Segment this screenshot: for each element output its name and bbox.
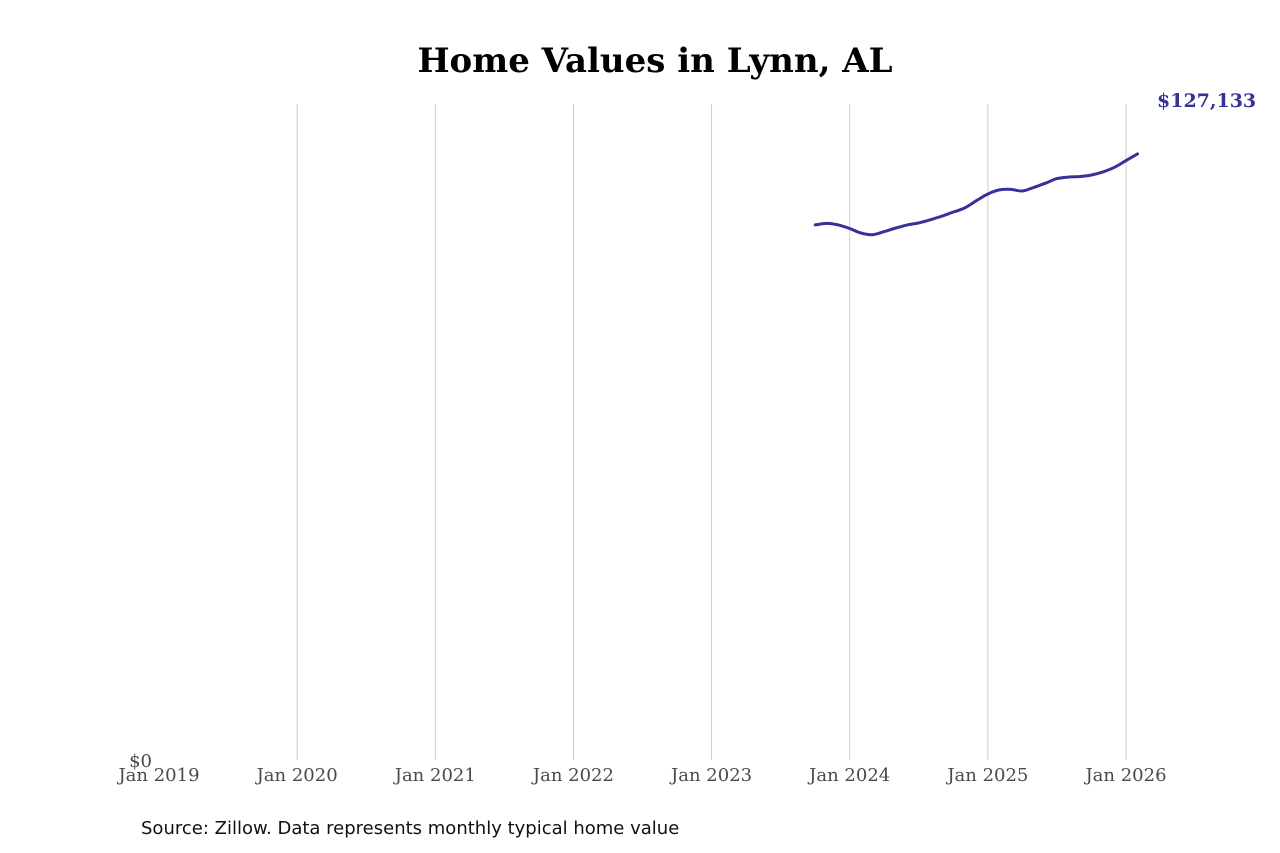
series-group <box>813 152 1139 237</box>
x-tick-label: Jan 2026 <box>1083 765 1166 786</box>
x-tick-label: Jan 2019 <box>116 765 199 786</box>
x-tick-label: Jan 2020 <box>255 765 338 786</box>
x-tick-label: Jan 2024 <box>807 765 890 786</box>
gridlines <box>296 104 1127 760</box>
y-tick-label: $0 <box>129 751 152 772</box>
x-axis-ticks: Jan 2019 Jan 2020 Jan 2021 Jan 2022 Jan 2023… <box>116 765 1166 786</box>
chart-title: Home Values in Lynn, AL <box>417 41 892 81</box>
series-line <box>813 152 1139 237</box>
end-value-label: $127,133 <box>1157 90 1256 112</box>
source-note: Source: Zillow. Data represents monthly … <box>141 818 679 839</box>
x-tick-label: Jan 2025 <box>945 765 1028 786</box>
x-tick-label: Jan 2022 <box>531 765 614 786</box>
x-tick-label: Jan 2023 <box>669 765 752 786</box>
x-tick-label: Jan 2021 <box>393 765 476 786</box>
